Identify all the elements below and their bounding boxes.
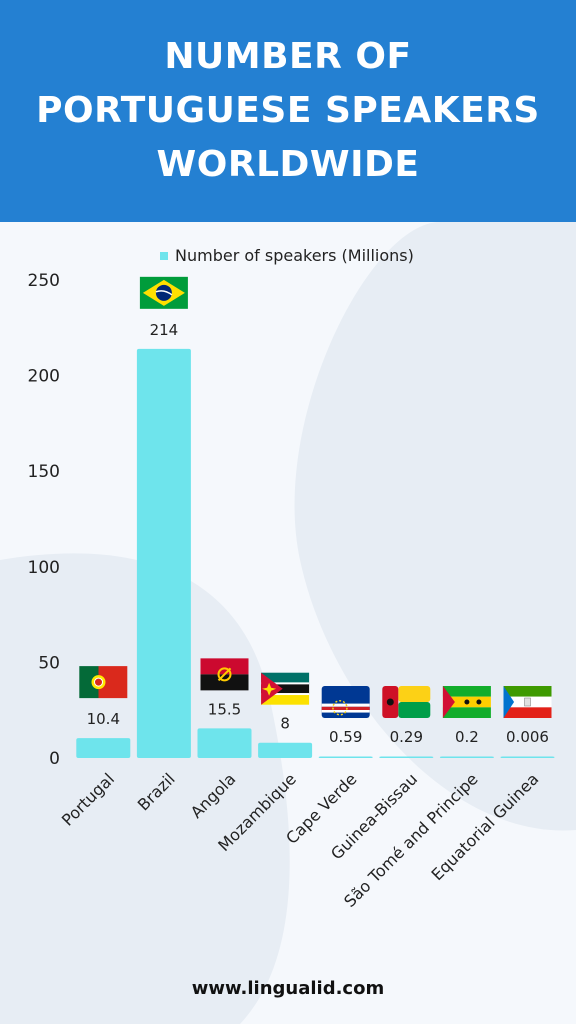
sao-tome-flag (442, 686, 491, 718)
bar (318, 756, 373, 758)
data-label: 214 (150, 321, 179, 339)
legend: Number of speakers (Millions) (160, 246, 414, 265)
flags (79, 276, 552, 718)
legend-swatch (160, 252, 168, 260)
bar-chart: Number of speakers (Millions) 0 50 100 150 2… (28, 246, 555, 911)
cape-verde-flag (321, 686, 370, 718)
angola-flag (200, 658, 249, 691)
x-tick-label: Angola (187, 769, 240, 822)
y-tick-label: 150 (28, 462, 60, 482)
title-banner: NUMBER OF PORTUGUESE SPEAKERS WORLDWIDE (0, 0, 576, 222)
y-tick-label: 250 (28, 271, 60, 291)
y-tick-label: 0 (49, 749, 60, 769)
data-label: 0.006 (506, 728, 549, 746)
x-tick-label: Equatorial Guinea (427, 769, 542, 884)
bar (439, 756, 494, 758)
data-labels: 10.4 214 15.5 8 0.59 0.29 0.2 0.006 (87, 321, 549, 746)
x-tick-label: Portugal (58, 769, 118, 829)
x-tick-label: Brazil (134, 769, 179, 814)
bar (379, 756, 434, 758)
data-label: 8 (280, 715, 290, 733)
y-tick-label: 50 (38, 653, 60, 673)
page-title: NUMBER OF PORTUGUESE SPEAKERS WORLDWIDE (36, 36, 540, 185)
brazil-flag (139, 276, 188, 309)
bar (500, 756, 555, 758)
legend-label: Number of speakers (Millions) (175, 246, 414, 265)
bar (76, 738, 131, 758)
bar (197, 728, 252, 758)
bar (258, 742, 313, 758)
data-label: 15.5 (208, 700, 241, 718)
mozambique-flag (261, 672, 310, 705)
portugal-flag (79, 666, 128, 699)
guinea-bissau-flag (382, 686, 431, 718)
bar (136, 348, 191, 758)
data-label: 0.29 (390, 728, 423, 746)
y-tick-label: 200 (28, 367, 60, 387)
y-axis: 0 50 100 150 200 250 (28, 271, 60, 769)
equatorial-guinea-flag (503, 686, 552, 718)
data-label: 0.59 (329, 728, 362, 746)
data-label: 0.2 (455, 728, 479, 746)
data-label: 10.4 (87, 710, 120, 728)
source-url[interactable]: www.lingualid.com (191, 978, 385, 999)
bars (76, 348, 555, 758)
y-tick-label: 100 (28, 558, 60, 578)
